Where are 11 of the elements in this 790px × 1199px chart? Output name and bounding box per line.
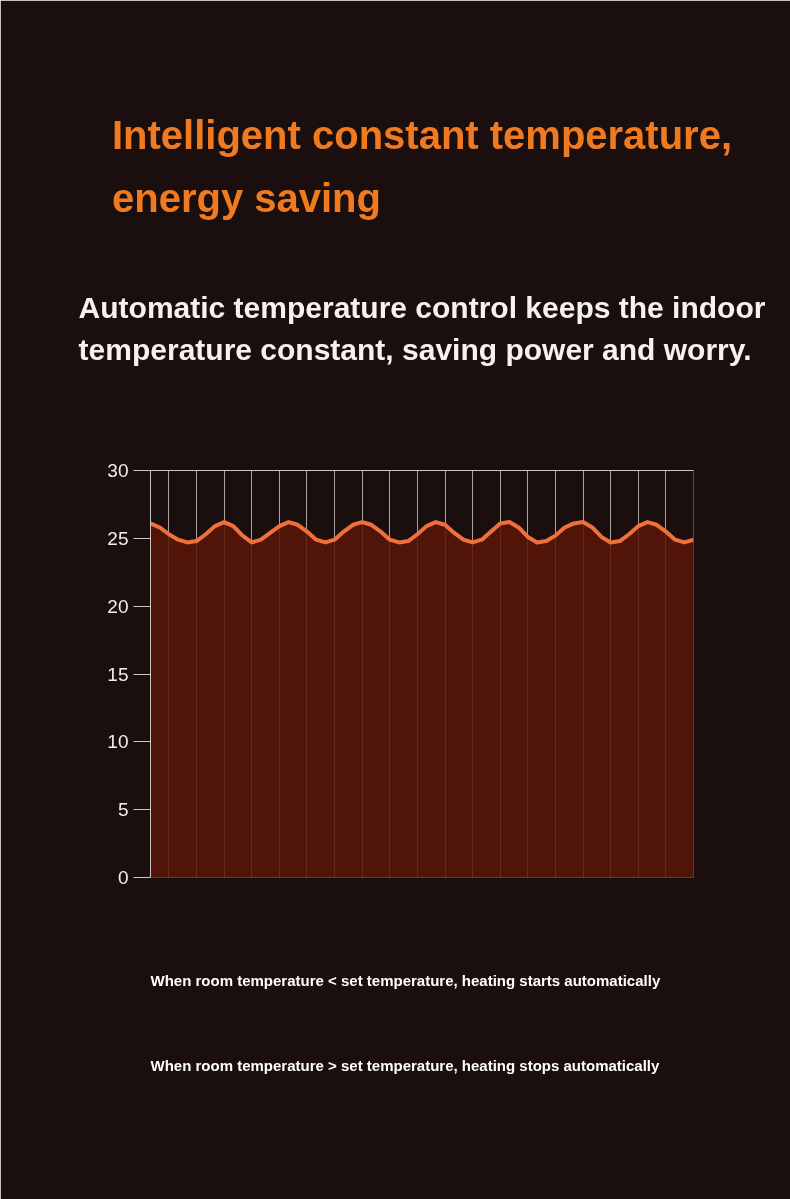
y-tick-label: 10 bbox=[107, 731, 129, 753]
text: When room temperature < set temperature, heating starts automatically bbox=[150, 971, 661, 989]
chart-subtitle: Automatic temperature control keeps the indoor temperature constant, saving power and worry. bbox=[78, 290, 766, 367]
y-tick-label: 25 bbox=[107, 527, 129, 549]
y-tick-label: 20 bbox=[107, 595, 129, 617]
y-tick-label: 30 bbox=[107, 460, 129, 481]
y-tick-label: 0 bbox=[117, 867, 129, 888]
y-tick-label: 15 bbox=[107, 663, 129, 685]
y-tick-label: 5 bbox=[117, 799, 129, 821]
chart-title: Intelligent constant temperature, energy saving bbox=[111, 112, 733, 221]
text: When room temperature > set temperature, heating stops automatically bbox=[150, 1056, 661, 1074]
